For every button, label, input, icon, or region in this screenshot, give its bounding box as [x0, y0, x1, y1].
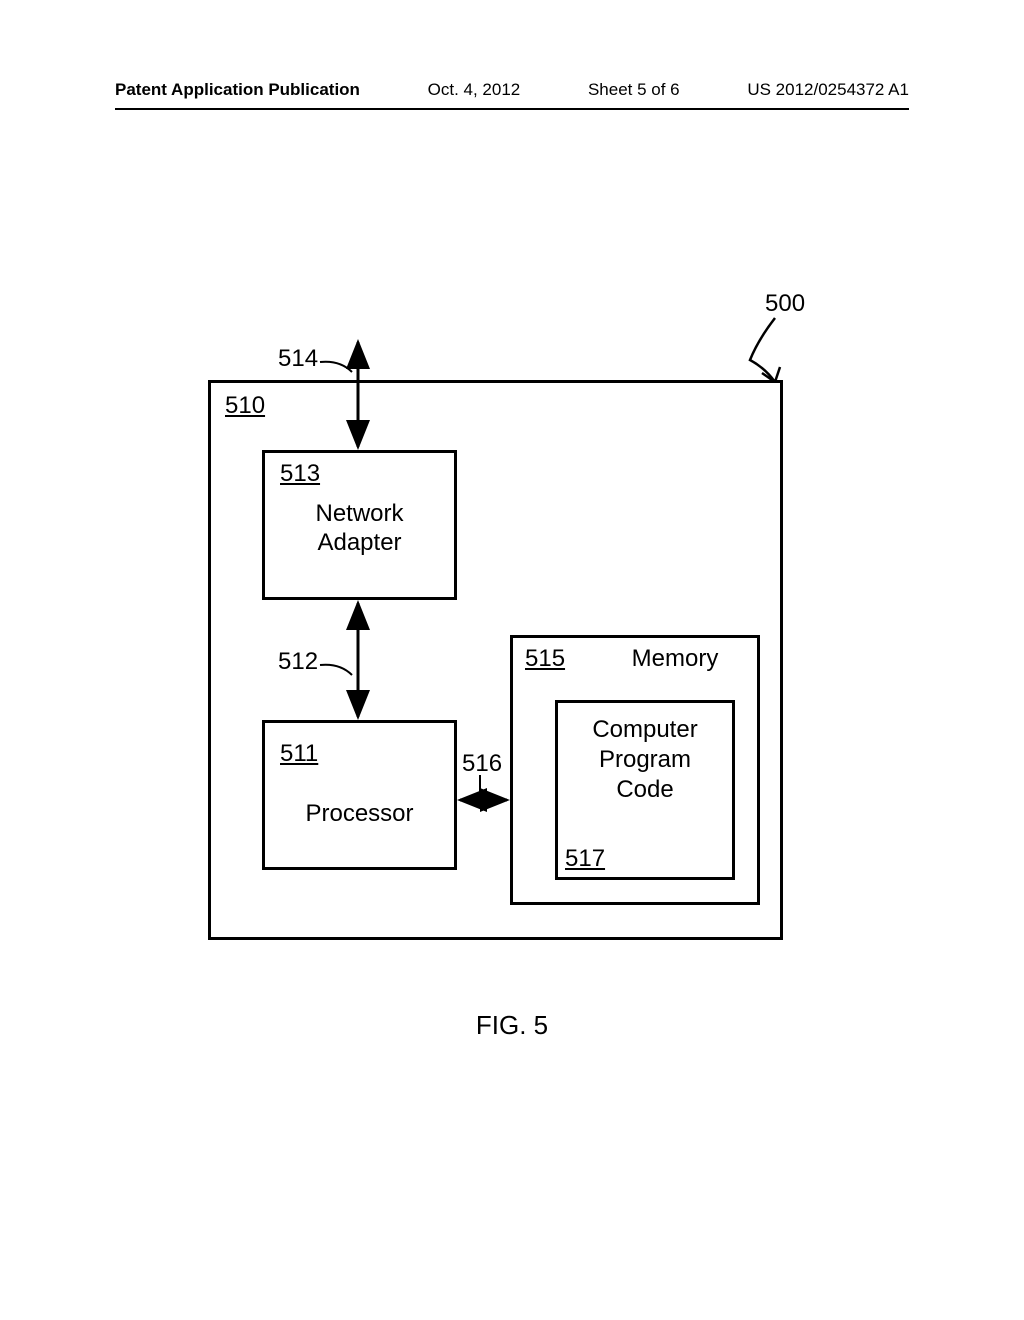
label-network-adapter: NetworkAdapter	[262, 500, 457, 558]
page: Patent Application Publication Oct. 4, 2…	[0, 0, 1024, 1320]
ref-515: 515	[525, 645, 565, 673]
ref-511: 511	[280, 740, 318, 768]
ref-516: 516	[462, 750, 502, 778]
label-memory-text: Memory	[632, 645, 719, 672]
label-processor: Processor	[262, 800, 457, 828]
label-network-adapter-text: NetworkAdapter	[315, 500, 403, 556]
figure-label: FIG. 5	[0, 1010, 1024, 1041]
ref-500: 500	[765, 290, 805, 318]
ref-510: 510	[225, 392, 265, 420]
label-program-code: ComputerProgramCode	[555, 715, 735, 805]
ref-513: 513	[280, 460, 320, 488]
figure-5: 510 500 513 NetworkAdapter 511 Processor…	[0, 0, 1024, 1320]
leader-500-curve	[750, 318, 775, 382]
ref-517: 517	[565, 845, 605, 873]
label-processor-text: Processor	[305, 800, 413, 827]
label-memory: Memory	[600, 645, 750, 673]
label-program-code-text: ComputerProgramCode	[592, 716, 697, 803]
leader-514	[320, 362, 352, 372]
ref-514: 514	[278, 345, 318, 373]
ref-512: 512	[278, 648, 318, 676]
